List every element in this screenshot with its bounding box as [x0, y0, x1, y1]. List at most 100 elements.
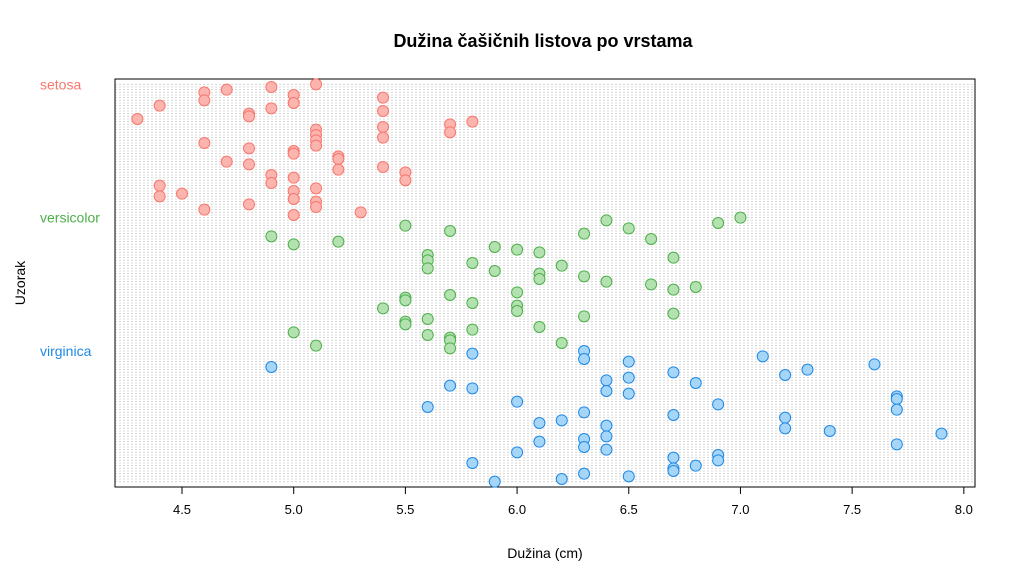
- data-point-versicolor: [734, 211, 747, 224]
- data-point-versicolor: [399, 294, 412, 307]
- data-point-versicolor: [533, 321, 546, 333]
- data-point-virginica: [466, 382, 479, 395]
- data-point-virginica: [578, 441, 591, 453]
- data-point-virginica: [533, 417, 546, 429]
- data-point-versicolor: [600, 214, 613, 227]
- data-point-versicolor: [399, 318, 412, 331]
- data-point-setosa: [198, 203, 211, 216]
- data-point-versicolor: [712, 217, 725, 229]
- data-point-setosa: [287, 193, 300, 205]
- data-point-virginica: [935, 427, 948, 440]
- data-point-versicolor: [667, 307, 680, 320]
- data-point-virginica: [712, 398, 725, 411]
- data-point-setosa: [153, 99, 166, 112]
- data-point-versicolor: [555, 337, 568, 349]
- data-point-setosa: [466, 115, 479, 128]
- data-point-setosa: [220, 83, 233, 96]
- data-point-versicolor: [645, 278, 658, 291]
- data-point-versicolor: [578, 227, 591, 240]
- data-point-setosa: [265, 81, 278, 93]
- data-point-versicolor: [689, 281, 702, 293]
- data-point-virginica: [578, 467, 591, 480]
- data-point-setosa: [310, 139, 323, 152]
- x-tick-label: 6.5: [620, 502, 638, 517]
- data-point-setosa: [377, 121, 390, 133]
- group-label-versicolor: versicolor: [40, 210, 100, 226]
- data-point-virginica: [600, 443, 613, 456]
- data-point-versicolor: [511, 243, 524, 256]
- data-point-versicolor: [511, 286, 524, 299]
- data-point-versicolor: [332, 235, 345, 248]
- data-point-setosa: [287, 147, 300, 160]
- data-point-setosa: [131, 113, 144, 125]
- data-point-virginica: [466, 347, 479, 360]
- data-point-virginica: [622, 355, 635, 368]
- x-axis: 4.5 5.0 5.5 6.0 6.5 7.0 7.5 8.0: [173, 487, 973, 517]
- data-point-virginica: [779, 369, 792, 381]
- data-point-versicolor: [466, 323, 479, 336]
- data-point-virginica: [622, 470, 635, 483]
- data-point-setosa: [377, 91, 390, 104]
- data-point-virginica: [756, 350, 769, 363]
- data-point-setosa: [243, 158, 256, 171]
- x-axis-label: Dužina (cm): [507, 545, 582, 561]
- data-point-setosa: [377, 131, 390, 144]
- group-label-setosa: setosa: [40, 76, 81, 92]
- data-point-setosa: [153, 190, 166, 203]
- data-point-versicolor: [578, 270, 591, 283]
- data-point-versicolor: [421, 262, 434, 275]
- data-point-virginica: [779, 422, 792, 435]
- data-point-virginica: [511, 446, 524, 459]
- data-point-versicolor: [421, 313, 434, 325]
- data-point-versicolor: [645, 233, 658, 245]
- chart-title: Dužina čašičnih listova po vrstama: [393, 31, 693, 51]
- data-point-versicolor: [377, 302, 390, 315]
- data-point-virginica: [667, 451, 680, 464]
- data-point-virginica: [265, 361, 278, 373]
- data-point-virginica: [600, 385, 613, 397]
- data-point-setosa: [198, 137, 211, 149]
- data-point-setosa: [354, 206, 367, 219]
- data-point-virginica: [511, 395, 524, 408]
- data-point-setosa: [310, 182, 323, 195]
- x-tick-label: 7.0: [731, 502, 749, 517]
- data-point-setosa: [332, 163, 345, 176]
- data-point-versicolor: [488, 241, 501, 253]
- data-point-virginica: [667, 465, 680, 477]
- data-point-versicolor: [578, 310, 591, 323]
- data-point-versicolor: [421, 329, 434, 341]
- data-point-virginica: [890, 403, 903, 416]
- plot-frame: [114, 78, 976, 488]
- data-point-virginica: [622, 387, 635, 400]
- group-label-virginica: virginica: [40, 343, 92, 359]
- data-point-setosa: [176, 187, 189, 200]
- data-point-versicolor: [265, 230, 278, 243]
- data-point-versicolor: [287, 326, 300, 339]
- x-tick-label: 7.5: [843, 502, 861, 517]
- data-point-virginica: [421, 401, 434, 413]
- data-point-versicolor: [466, 297, 479, 309]
- group-labels: setosa versicolor virginica: [40, 76, 100, 359]
- data-point-virginica: [578, 353, 591, 365]
- grid-lines: [115, 83, 975, 483]
- data-point-versicolor: [533, 246, 546, 259]
- data-point-setosa: [243, 110, 256, 123]
- data-point-virginica: [712, 454, 725, 467]
- data-point-virginica: [555, 473, 568, 485]
- data-point-virginica: [533, 435, 546, 448]
- data-point-versicolor: [488, 265, 501, 277]
- x-tick-label: 6.0: [508, 502, 526, 517]
- data-point-setosa: [444, 126, 457, 139]
- data-point-virginica: [444, 379, 457, 392]
- data-point-setosa: [265, 177, 278, 189]
- data-point-versicolor: [444, 289, 457, 301]
- data-point-virginica: [600, 374, 613, 387]
- data-point-virginica: [466, 457, 479, 469]
- data-point-versicolor: [399, 219, 412, 232]
- data-point-virginica: [801, 363, 814, 376]
- data-point-virginica: [779, 411, 792, 424]
- data-point-versicolor: [310, 339, 323, 352]
- data-points: [131, 78, 948, 488]
- data-point-setosa: [265, 102, 278, 115]
